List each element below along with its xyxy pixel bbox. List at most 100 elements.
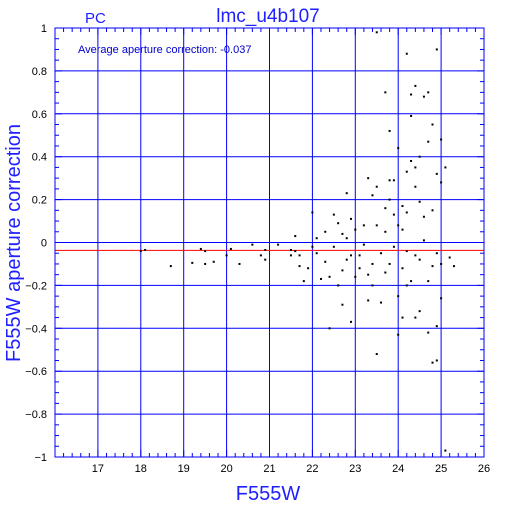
- data-point: [440, 181, 443, 184]
- data-point: [358, 254, 361, 257]
- data-point: [367, 177, 370, 180]
- data-point: [384, 271, 387, 274]
- data-point: [431, 209, 434, 212]
- data-point: [435, 172, 438, 175]
- data-point: [405, 211, 408, 214]
- data-point: [229, 247, 232, 250]
- data-point: [427, 91, 430, 94]
- data-point: [354, 275, 357, 278]
- data-point: [397, 295, 400, 298]
- data-point: [414, 316, 417, 319]
- data-point: [259, 254, 262, 257]
- data-point: [332, 213, 335, 216]
- x-tick-label: 18: [135, 463, 147, 475]
- y-tick-label: −0.6: [25, 366, 47, 378]
- data-point: [350, 254, 353, 257]
- data-point: [392, 245, 395, 248]
- data-point: [289, 249, 292, 252]
- data-point: [422, 239, 425, 242]
- chart-title: lmc_u4b107: [216, 6, 320, 27]
- data-point: [452, 265, 455, 268]
- data-point: [367, 273, 370, 276]
- y-tick-label: −0.4: [25, 323, 47, 335]
- data-point: [277, 243, 280, 246]
- data-point: [375, 353, 378, 356]
- data-point: [302, 280, 305, 283]
- data-point: [311, 245, 314, 248]
- data-point: [341, 303, 344, 306]
- data-point: [405, 170, 408, 173]
- data-point: [397, 224, 400, 227]
- data-point: [384, 91, 387, 94]
- data-point: [199, 247, 202, 250]
- data-point: [410, 280, 413, 283]
- data-point: [289, 254, 292, 257]
- data-point: [362, 224, 365, 227]
- data-point: [444, 449, 447, 452]
- data-point: [251, 243, 254, 246]
- y-tick-label: −0.8: [25, 409, 47, 421]
- x-tick-label: 22: [306, 463, 318, 475]
- data-point: [345, 237, 348, 240]
- data-point: [435, 325, 438, 328]
- data-point: [371, 262, 374, 265]
- data-point: [375, 31, 378, 34]
- data-point: [328, 327, 331, 330]
- data-point: [345, 192, 348, 195]
- data-point: [337, 284, 340, 287]
- data-point: [401, 228, 404, 231]
- data-point: [350, 217, 353, 220]
- x-tick-label: 20: [220, 463, 232, 475]
- data-point: [315, 237, 318, 240]
- data-point: [332, 245, 335, 248]
- data-point: [422, 95, 425, 98]
- data-point: [371, 194, 374, 197]
- data-point: [397, 147, 400, 150]
- data-point: [418, 200, 421, 203]
- data-point: [204, 262, 207, 265]
- data-point: [401, 205, 404, 208]
- data-point: [298, 265, 301, 268]
- data-point: [431, 265, 434, 268]
- data-point: [440, 262, 443, 265]
- data-point: [358, 267, 361, 270]
- data-point: [324, 260, 327, 263]
- y-tick-labels: −1 −0.8 −0.6 −0.4 −0.2 0 0.2 0.4 0.6 0.8 1: [25, 23, 47, 464]
- data-point: [392, 179, 395, 182]
- x-tick-label: 21: [263, 463, 275, 475]
- x-tick-label: 25: [435, 463, 447, 475]
- data-point: [324, 230, 327, 233]
- y-tick-label: 0.4: [32, 152, 47, 164]
- data-point: [440, 138, 443, 141]
- data-point: [375, 185, 378, 188]
- data-point: [410, 114, 413, 117]
- data-point: [345, 258, 348, 261]
- data-point: [354, 228, 357, 231]
- data-point: [311, 211, 314, 214]
- data-point: [405, 52, 408, 55]
- y-tick-label: 0: [41, 238, 47, 250]
- data-point: [341, 232, 344, 235]
- data-point: [212, 260, 215, 263]
- data-point: [414, 185, 417, 188]
- data-point: [384, 207, 387, 210]
- data-point: [191, 261, 194, 264]
- x-tick-label: 24: [392, 463, 404, 475]
- data-point: [401, 316, 404, 319]
- x-tick-label: 26: [478, 463, 490, 475]
- data-points: [139, 31, 455, 452]
- data-point: [362, 243, 365, 246]
- data-point: [367, 299, 370, 302]
- data-point: [388, 262, 391, 265]
- data-point: [418, 310, 421, 313]
- data-point: [380, 301, 383, 304]
- x-tick-label: 23: [349, 463, 361, 475]
- plot-frame: [54, 27, 485, 458]
- data-point: [410, 93, 413, 96]
- data-point: [337, 222, 340, 225]
- data-point: [341, 269, 344, 272]
- corner-label: PC: [85, 10, 106, 27]
- data-point: [319, 277, 322, 280]
- grid-lines: [54, 27, 485, 458]
